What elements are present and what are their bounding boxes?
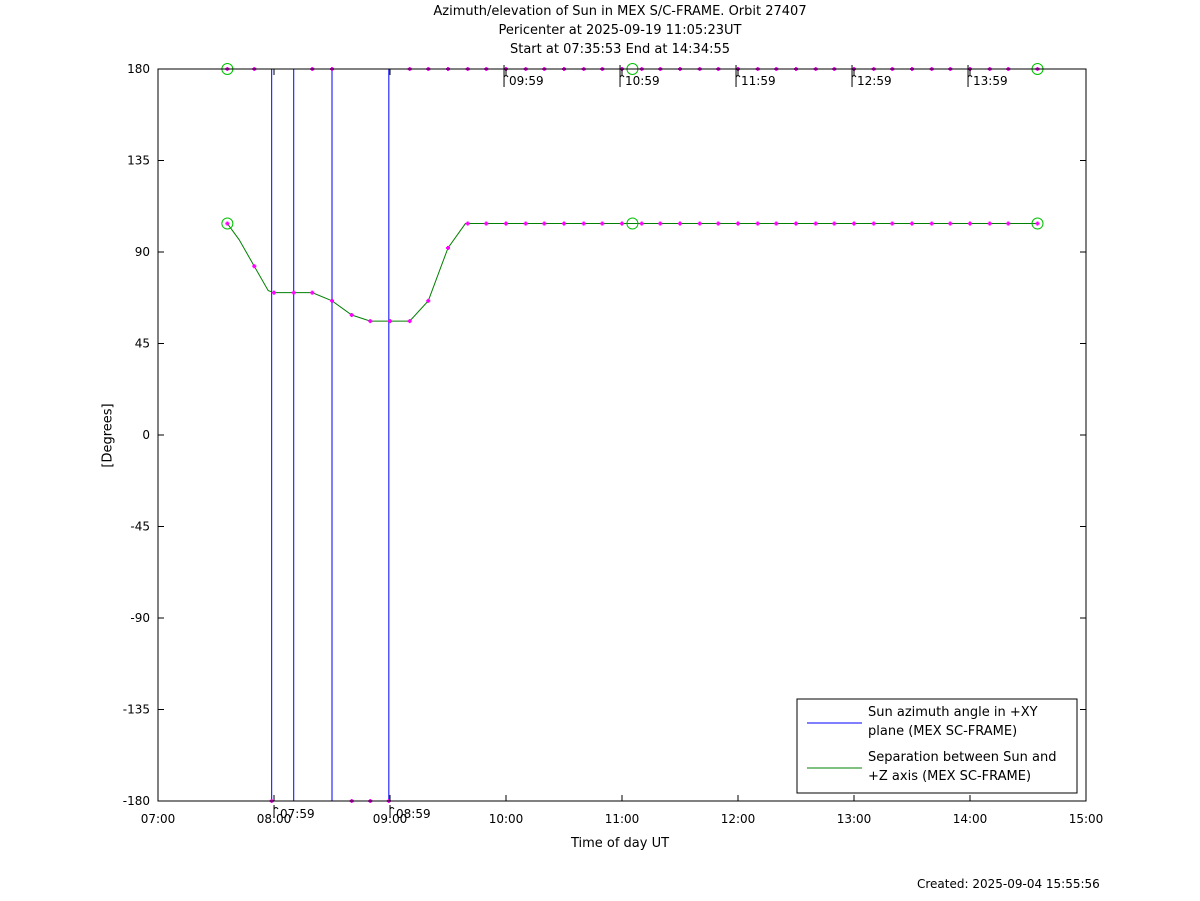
legend-entry-text: Sun azimuth angle in +XY	[868, 705, 1038, 720]
x-tick-label: 15:00	[1069, 812, 1104, 826]
marker-layer	[221, 63, 1044, 803]
x-tick-label: 07:00	[141, 812, 176, 826]
hour-marker-hook	[273, 807, 279, 810]
y-tick-label: -45	[130, 520, 150, 534]
y-tick-label: -135	[123, 703, 150, 717]
y-tick-label: 135	[127, 154, 150, 168]
hour-marker-label: 13:59	[973, 74, 1008, 88]
plot-frame	[157, 68, 1087, 802]
event-circle-marker	[221, 217, 234, 230]
hour-marker-label: 07:59	[280, 807, 315, 821]
y-tick-label: 45	[135, 337, 150, 351]
y-tick-label: 0	[142, 428, 150, 442]
y-tick-label: 180	[127, 62, 150, 76]
legend-box	[796, 698, 1078, 794]
hour-marker-hook	[967, 75, 973, 78]
hour-marker-hook	[619, 75, 625, 78]
y-tick-label: -180	[123, 794, 150, 808]
hour-marker-label: 09:59	[509, 74, 544, 88]
y-axis-label: [Degrees]	[100, 403, 116, 468]
chart-title-line-2: Pericenter at 2025-09-19 11:05:23UT	[498, 23, 742, 38]
hour-marker-label: 08:59	[396, 807, 431, 821]
hour-marker-label: 10:59	[625, 74, 660, 88]
hour-marker-label: 12:59	[857, 74, 892, 88]
hour-marker-hook	[851, 75, 857, 78]
x-tick-label: 10:00	[489, 812, 524, 826]
series-layer	[226, 68, 1038, 802]
y-tick-label: -90	[130, 611, 150, 625]
legend: Sun azimuth angle in +XY plane (MEX SC-FR…	[796, 698, 1078, 794]
hour-marker-hook	[735, 75, 741, 78]
legend-entry-text: +Z axis (MEX SC-FRAME)	[868, 769, 1031, 784]
hour-marker-hook	[503, 75, 509, 78]
created-timestamp: Created: 2025-09-04 15:55:56	[917, 877, 1100, 891]
x-tick-label: 12:00	[721, 812, 756, 826]
event-circle-marker	[1031, 217, 1044, 230]
x-tick-label: 13:00	[837, 812, 872, 826]
y-tick-label: 90	[135, 245, 150, 259]
axis-layer: 07:00 08:00 09:00 10:00 11:00 12:00 13:00 14:00…	[123, 62, 1104, 826]
x-tick-label: 14:00	[953, 812, 988, 826]
chart-title-line-1: Azimuth/elevation of Sun in MEX S/C-FRAM…	[433, 4, 807, 19]
x-tick-label: 11:00	[605, 812, 640, 826]
event-circle-marker	[626, 217, 639, 230]
hour-marker-label: 11:59	[741, 74, 776, 88]
x-tick-label: 08:00	[257, 812, 292, 826]
hour-marker-hook	[389, 807, 395, 810]
x-axis-label: Time of day UT	[570, 836, 670, 851]
separation-line	[226, 223, 1038, 322]
legend-entry-text: Separation between Sun and	[868, 750, 1056, 765]
legend-entry-text: plane (MEX SC-FRAME)	[868, 724, 1017, 739]
chart-title-line-3: Start at 07:35:53 End at 14:34:55	[509, 42, 731, 57]
x-tick-label: 09:00	[373, 812, 408, 826]
